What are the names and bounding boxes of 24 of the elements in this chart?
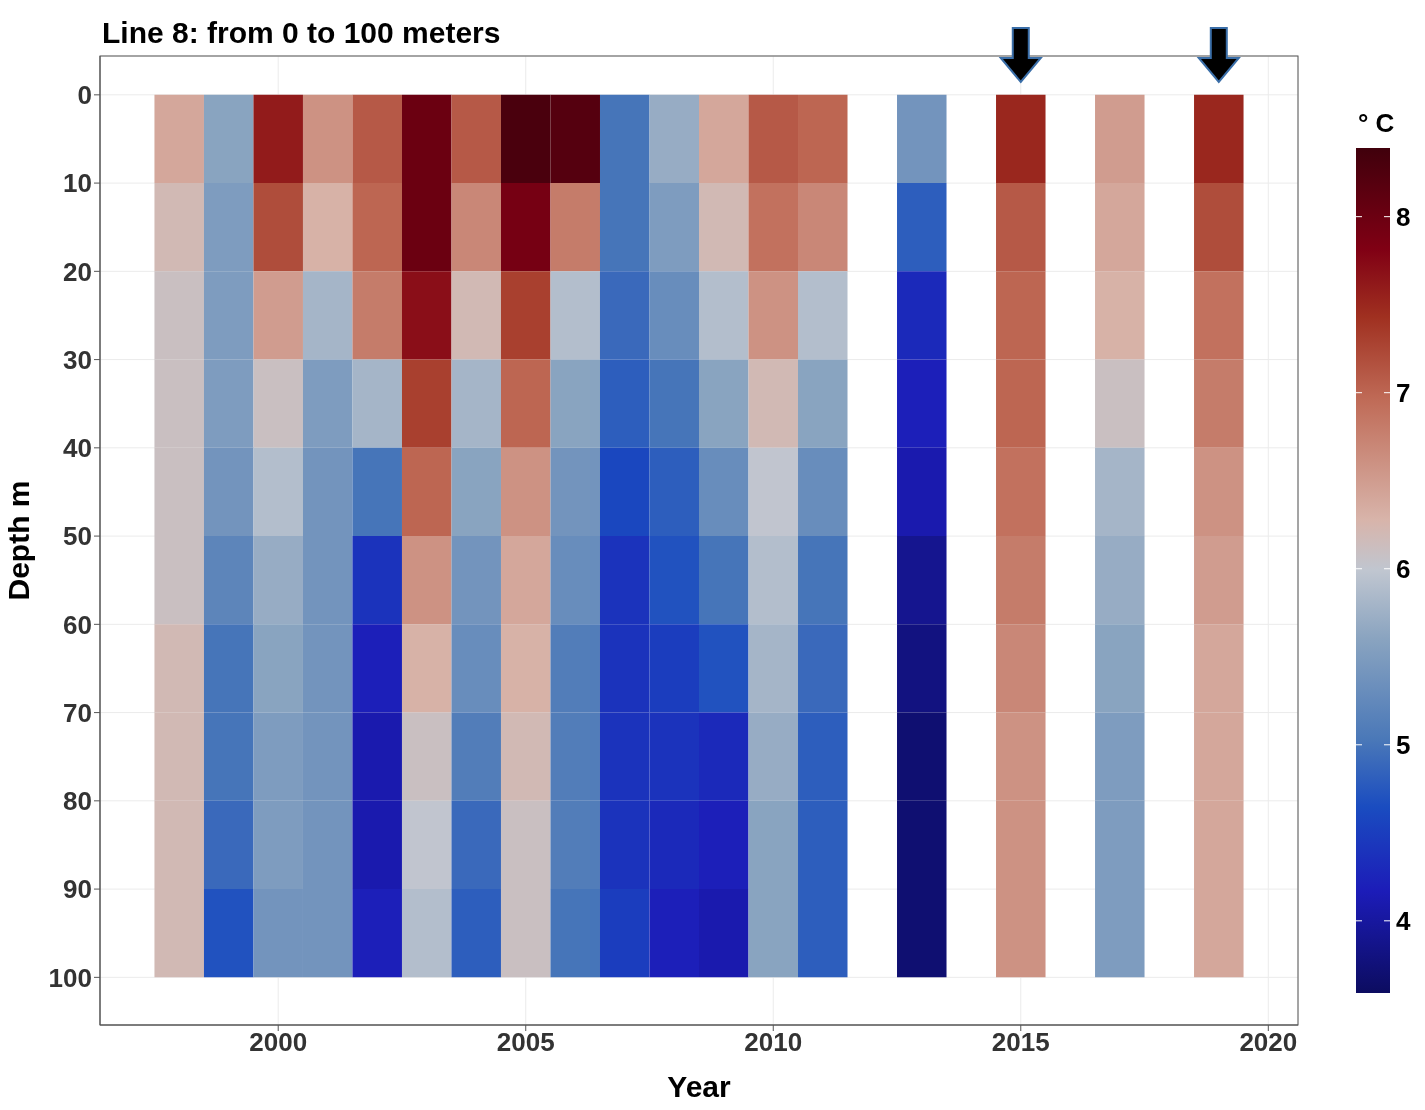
x-tick-label: 2010 (744, 1027, 803, 1058)
chart-title: Line 8: from 0 to 100 meters (102, 16, 501, 50)
color-bar-label: 7 (1396, 377, 1411, 408)
x-tick-label: 2005 (496, 1027, 555, 1058)
y-tick-label: 90 (63, 874, 92, 905)
y-tick-label: 30 (63, 344, 92, 375)
y-tick-label: 10 (63, 168, 92, 199)
x-tick-label: 2000 (249, 1027, 308, 1058)
y-tick-label: 100 (48, 962, 92, 993)
y-tick-label: 70 (63, 697, 92, 728)
y-tick-label: 40 (63, 433, 92, 464)
x-tick-label: 2020 (1239, 1027, 1298, 1058)
x-axis-title: Year (667, 1070, 732, 1103)
y-tick-label: 0 (77, 80, 92, 111)
color-bar-label: 6 (1396, 553, 1411, 584)
color-bar-label: 4 (1396, 905, 1411, 936)
color-bar-title: ° C (1358, 108, 1395, 138)
color-bar-label: 8 (1396, 201, 1411, 232)
y-tick-label: 80 (63, 786, 92, 817)
x-tick-label: 2015 (991, 1027, 1050, 1058)
y-tick-label: 60 (63, 609, 92, 640)
y-tick-label: 50 (63, 521, 92, 552)
y-tick-label: 20 (63, 256, 92, 287)
color-bar-label: 5 (1396, 729, 1411, 760)
